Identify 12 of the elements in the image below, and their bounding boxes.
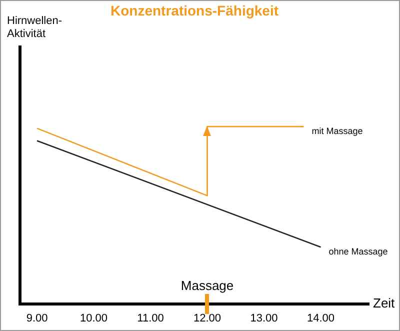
series-label: mit Massage: [312, 126, 363, 136]
annotation: Massage: [180, 278, 234, 293]
x-tick-label: 11.00: [137, 312, 164, 324]
x-tick-label: 12.00: [194, 312, 222, 324]
text: Hirnwellen-Aktivität: [7, 15, 64, 41]
x-tick-label: 14.00: [307, 312, 335, 324]
x-tick-label: 9.00: [26, 312, 48, 324]
series-label: ohne Massage: [328, 246, 388, 257]
x-axis-title: Zeit: [373, 295, 396, 310]
x-tick-label: 13.00: [250, 312, 278, 324]
x-tick-label: 10.00: [80, 312, 108, 324]
chart-title: Konzentrations-Fähigkeit: [110, 2, 279, 18]
